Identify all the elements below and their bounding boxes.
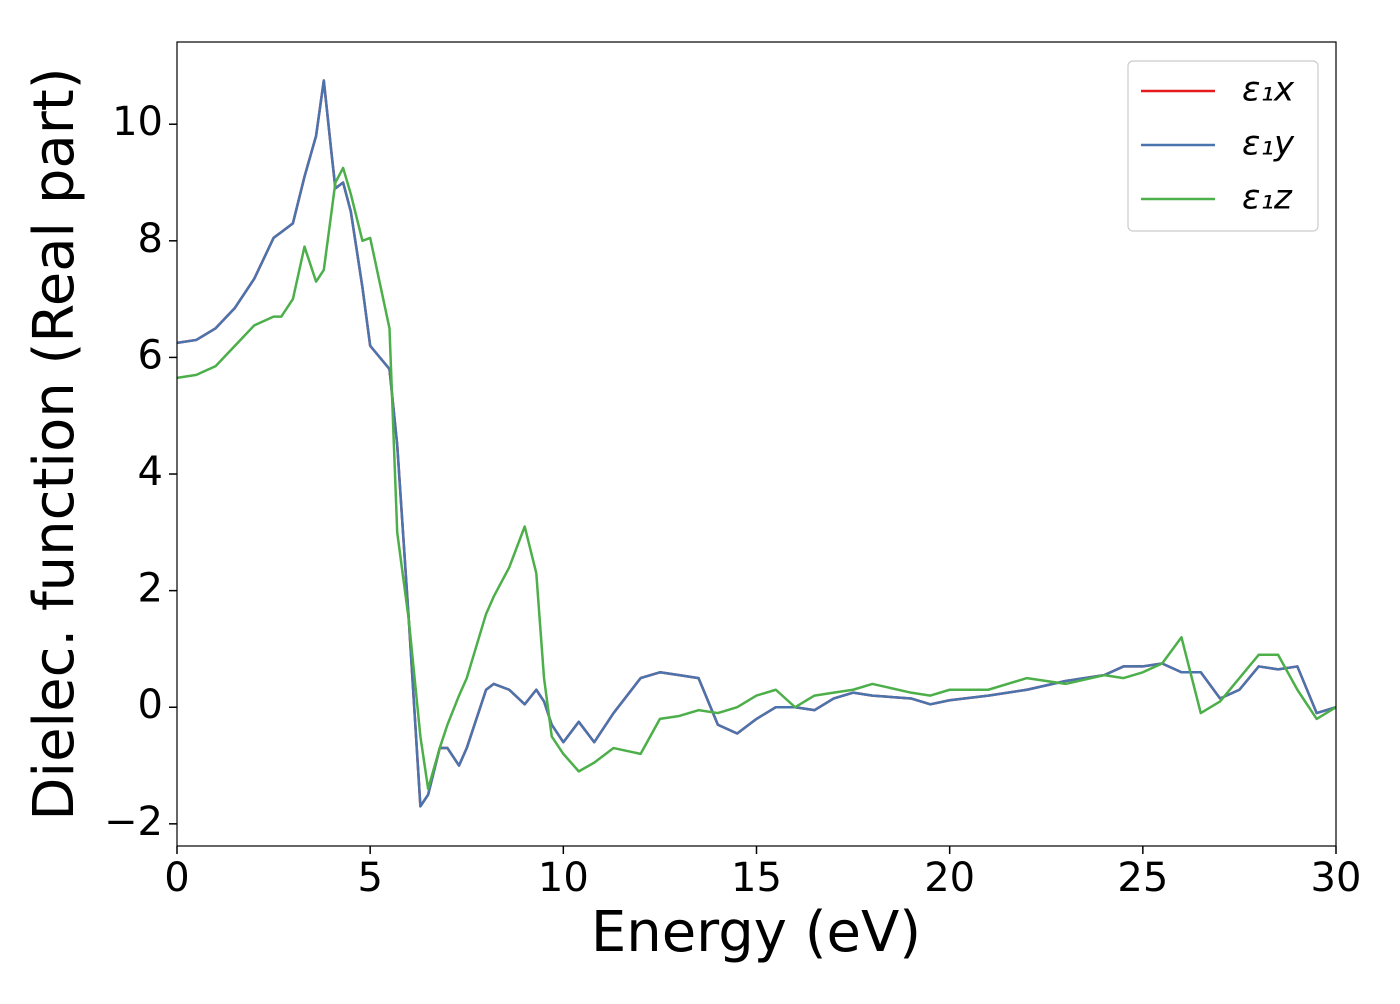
y-tick-label: −2 <box>104 799 163 845</box>
x-tick-label: 0 <box>164 855 189 901</box>
y-tick-label: 8 <box>138 216 163 262</box>
x-tick-label: 10 <box>538 855 589 901</box>
legend-label: ε₁x <box>1242 70 1295 110</box>
x-tick-label: 5 <box>357 855 382 901</box>
legend-label: ε₁z <box>1242 178 1293 218</box>
x-tick-label: 25 <box>1117 855 1168 901</box>
y-axis-label: Dielec. function (Real part) <box>22 67 87 820</box>
y-tick-label: 6 <box>138 332 163 378</box>
x-tick-label: 30 <box>1311 855 1362 901</box>
line <box>176 79 1337 808</box>
x-tick-label: 15 <box>731 855 782 901</box>
y-tick-label: 0 <box>138 682 163 728</box>
y-tick-label: 4 <box>138 449 163 495</box>
y-tick-label: 2 <box>138 566 163 612</box>
legend-box <box>1127 60 1319 232</box>
y-tick-label: 10 <box>112 99 163 145</box>
plot-frame <box>176 41 1337 847</box>
x-axis-label: Energy (eV) <box>591 900 921 965</box>
x-tick-label: 20 <box>924 855 975 901</box>
legend-label: ε₁y <box>1242 124 1295 164</box>
line <box>176 166 1337 791</box>
